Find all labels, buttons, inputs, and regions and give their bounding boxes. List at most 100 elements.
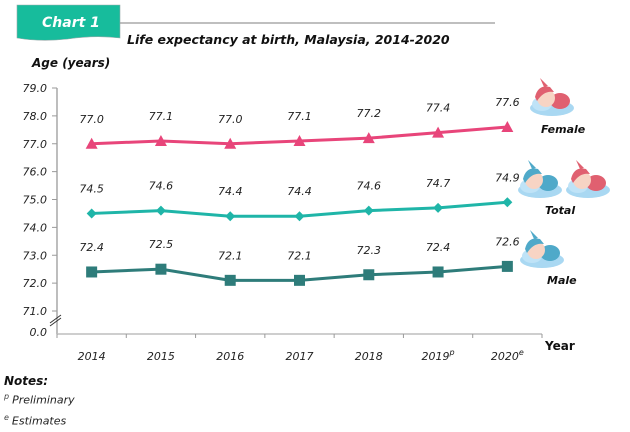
hat-tip [530, 230, 538, 239]
data-label: 74.5 [79, 182, 104, 195]
y-tick-label: 73.0 [23, 249, 48, 262]
banner-label: Chart 1 [42, 15, 100, 31]
series-layer: 77.0 77.1 77.0 77.1 77.2 77.4 77.6 74.5 74.6 74.4… [79, 96, 520, 286]
data-point [155, 263, 167, 275]
hat-shape [571, 168, 590, 183]
baby-girl-icon [566, 160, 610, 198]
y-tick-label: 79.0 [23, 82, 48, 95]
chart-title: Life expectancy at birth, Malaysia, 2014… [127, 32, 450, 47]
x-tick-superscript: e [519, 348, 524, 357]
y-tick-label: 77.0 [23, 138, 48, 151]
data-label: 77.2 [357, 107, 382, 120]
data-label: 74.4 [287, 185, 312, 198]
y-origin-label: 0.0 [30, 326, 48, 339]
x-axis-label: Year [544, 339, 575, 353]
x-tick-label: 2015 [147, 350, 175, 363]
hat-shape [523, 168, 542, 183]
x-tick-label: 2019p [422, 348, 455, 363]
data-label: 77.1 [287, 110, 312, 123]
note-estimates: e Estimates [4, 409, 75, 430]
data-point [432, 126, 445, 138]
data-point [224, 137, 237, 149]
baby-boy-icon [520, 230, 564, 268]
body-shape [540, 245, 560, 261]
data-label: 72.4 [79, 241, 104, 254]
data-point [293, 134, 306, 146]
y-tick-label: 74.0 [23, 221, 48, 234]
data-point [502, 197, 513, 208]
baby-boy-icon [518, 160, 562, 198]
data-label: 72.3 [357, 244, 382, 257]
hat-shape [525, 238, 544, 253]
series-female: 77.0 77.1 77.0 77.1 77.2 77.4 77.6 [79, 96, 520, 149]
x-tick-label: 2014 [78, 350, 106, 363]
data-label: 72.1 [287, 249, 312, 262]
data-point [432, 266, 444, 278]
body-shape [538, 175, 558, 191]
x-tick-superscript: p [449, 348, 455, 357]
axis-break-icon [49, 314, 62, 327]
data-label: 77.6 [495, 96, 520, 109]
series-name-male: Male [547, 274, 577, 287]
hat-tip [540, 78, 548, 87]
note-text: Preliminary [12, 393, 75, 407]
series-male: 72.4 72.5 72.1 72.1 72.3 72.4 72.6 [79, 235, 520, 286]
x-tick-label: 2018 [355, 350, 383, 363]
hat-tip [528, 160, 536, 169]
data-point [225, 211, 236, 222]
note-mark: e [4, 412, 9, 422]
data-point [363, 205, 374, 216]
series-name-female: Female [541, 123, 586, 136]
body-shape [586, 175, 606, 191]
data-point [224, 274, 236, 286]
series-total: 74.5 74.6 74.4 74.4 74.6 74.7 74.9 [79, 171, 520, 222]
chart-banner: Chart 1 [16, 4, 121, 41]
data-label: 74.9 [495, 171, 520, 184]
y-tick-label: 78.0 [23, 110, 48, 123]
x-tick-label: 2020e [491, 348, 524, 363]
data-label: 72.4 [426, 241, 451, 254]
y-tick-label: 72.0 [23, 277, 48, 290]
data-point [154, 134, 167, 146]
data-label: 77.0 [218, 113, 243, 126]
note-preliminary: p Preliminary [4, 388, 75, 409]
data-point [294, 211, 305, 222]
legend-layer: Female Total Male [518, 78, 610, 287]
data-label: 72.6 [495, 235, 520, 248]
data-label: 74.4 [218, 185, 243, 198]
note-mark: p [4, 392, 10, 401]
data-label: 74.6 [149, 180, 174, 193]
y-tick-label: 76.0 [23, 166, 48, 179]
notes: Notes: p Preliminary e Estimates [4, 374, 75, 429]
y-tick-label: 75.0 [23, 194, 48, 207]
series-name-total: Total [545, 204, 575, 217]
baby-girl-icon [530, 78, 574, 116]
data-label: 74.7 [426, 177, 451, 190]
notes-title: Notes: [4, 374, 49, 388]
hat-tip [576, 160, 584, 169]
data-point [501, 121, 514, 133]
data-label: 77.4 [426, 102, 451, 115]
x-tick-label: 2017 [286, 350, 314, 363]
data-label: 72.5 [149, 238, 174, 251]
note-text: Estimates [11, 414, 67, 428]
body-shape [550, 93, 570, 109]
y-tick-label: 71.0 [23, 305, 48, 318]
data-label: 77.1 [149, 110, 174, 123]
y-axis-label: Age (years) [31, 56, 110, 70]
data-label: 77.0 [79, 113, 104, 126]
data-point [363, 269, 375, 281]
x-tick-label: 2016 [216, 350, 244, 363]
data-point [155, 205, 166, 216]
hat-shape [535, 86, 554, 101]
data-point [294, 274, 305, 286]
data-label: 72.1 [218, 249, 243, 262]
data-point [362, 132, 375, 144]
data-point [433, 202, 444, 213]
data-label: 74.6 [357, 180, 382, 193]
data-point [86, 208, 97, 219]
axes: 79.0 78.0 77.0 76.0 75.0 74.0 73.0 72.0 71.0 0.0 2… [23, 82, 543, 363]
data-point [501, 260, 513, 272]
data-point [86, 266, 98, 278]
